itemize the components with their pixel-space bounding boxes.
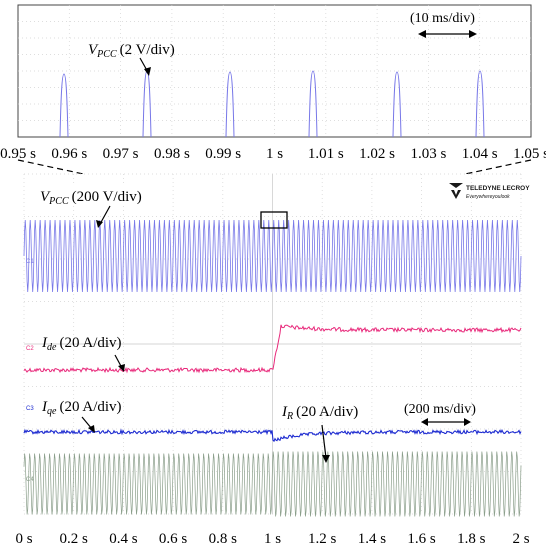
main-x-tick-label: 0.8 s — [209, 531, 238, 547]
logo-line2: Everywhereyoulook — [466, 194, 510, 200]
zoom-x-tick-label: 1.01 s — [308, 146, 344, 162]
zoom-x-tick-label: 1.04 s — [462, 146, 498, 162]
iqe-trace — [23, 428, 522, 443]
ch2-marker: C2 — [26, 346, 34, 352]
main-x-tick-label: 0.4 s — [109, 531, 138, 547]
ir-pointer-head-icon — [322, 455, 330, 463]
ch3-marker: C3 — [26, 406, 34, 412]
logo-mark-icon — [449, 183, 463, 199]
ide-pointer-head-icon — [118, 364, 125, 372]
main-x-tick-label: 1 s — [264, 531, 281, 547]
zoom-vpcc-pointer-head-icon — [144, 67, 151, 76]
zoom-vpcc-label: VPCC (2 V/div) — [88, 42, 175, 60]
iqe-pointer-head-icon — [88, 425, 95, 433]
ir-pointer — [321, 424, 327, 459]
ide-trace — [23, 324, 522, 374]
zoom-timebase-label: (10 ms/div) — [410, 11, 475, 26]
zoom-arrow-left-icon — [418, 30, 426, 38]
ch4-marker: C4 — [26, 477, 34, 483]
logo-line1: TELEDYNE LECROY — [466, 185, 530, 192]
main-x-tick-label: 1.6 s — [407, 531, 436, 547]
teledyne-lecroy-logo: TELEDYNE LECROY Everywhereyoulook — [449, 183, 530, 200]
zoom-x-tick-label: 0.98 s — [154, 146, 190, 162]
zoom-x-tick-label: 0.99 s — [205, 146, 241, 162]
zoom-x-tick-label: 1.03 s — [410, 146, 446, 162]
main-x-tick-label: 2 s — [512, 531, 529, 547]
main-x-tick-label: 0.2 s — [60, 531, 89, 547]
main-x-ticks: 0 s 0.2 s 0.4 s 0.6 s 0.8 s 1 s 1.2 s 1.4 s 1.6 … — [15, 531, 529, 547]
zoom-x-tick-label: 0.96 s — [51, 146, 87, 162]
zoom-x-ticks: 0.95 s 0.96 s 0.97 s 0.98 s 0.99 s 1 s 1.01 s 1… — [0, 146, 546, 162]
main-x-tick-label: 0.6 s — [159, 531, 188, 547]
main-panel: C1 C2 C3 C4 TELEDYNE LECROY Everywhereyo… — [23, 173, 530, 517]
main-arrow-left-icon — [421, 418, 428, 426]
vpcc-pointer — [99, 205, 111, 225]
ide-label: Ide (20 A/div) — [41, 335, 122, 353]
zoom-window-box — [260, 211, 288, 229]
zoom-grid — [18, 5, 531, 137]
zoom-x-tick-label: 1.05 s — [513, 146, 546, 162]
main-timebase-label: (200 ms/div) — [404, 402, 476, 417]
ch1-marker: C1 — [26, 259, 34, 265]
ir-trace — [23, 451, 522, 517]
zoom-x-tick-label: 0.95 s — [0, 146, 36, 162]
main-vpcc-label: VPCC (200 V/div) — [40, 189, 142, 207]
zoom-arrow-right-icon — [469, 30, 477, 38]
main-x-tick-label: 1.2 s — [308, 531, 337, 547]
zoom-x-tick-label: 1.02 s — [359, 146, 395, 162]
vpcc-pointer-head-icon — [96, 220, 103, 228]
main-arrow-right-icon — [464, 418, 471, 426]
main-x-tick-label: 0 s — [15, 531, 32, 547]
vpcc-label-bg — [38, 185, 158, 205]
main-x-tick-label: 1.8 s — [457, 531, 486, 547]
ir-label: IR (20 A/div) — [281, 404, 358, 422]
vpcc-trace — [23, 219, 522, 293]
main-x-tick-label: 1.4 s — [358, 531, 387, 547]
zoom-panel: VPCC (2 V/div) (10 ms/div) — [17, 4, 532, 138]
zoom-x-tick-label: 1 s — [266, 146, 283, 162]
main-grid — [23, 173, 522, 515]
zoom-x-tick-label: 0.97 s — [103, 146, 139, 162]
iqe-label: Iqe (20 A/div) — [41, 399, 122, 417]
